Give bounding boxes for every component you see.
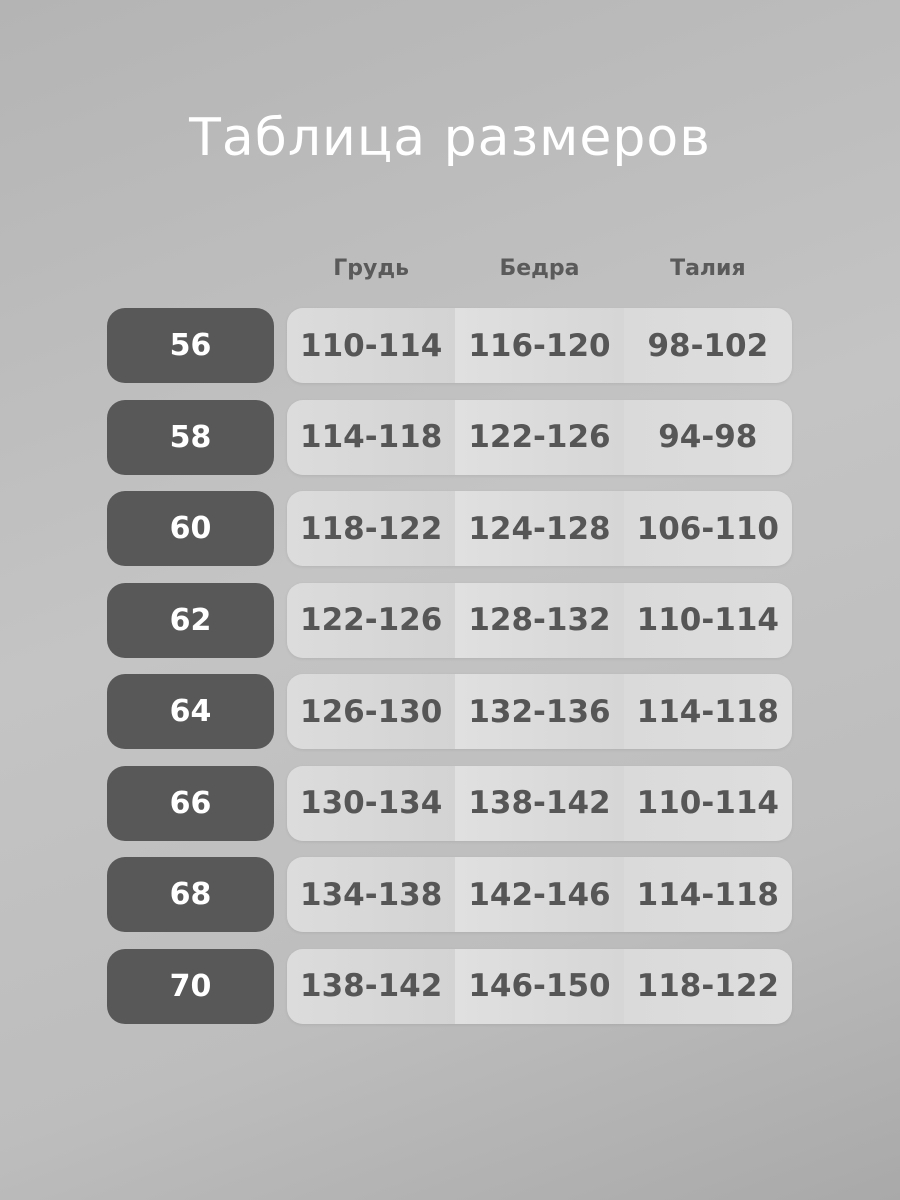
- hips-value: 132-136: [455, 674, 624, 749]
- header-waist: Талия: [670, 256, 746, 281]
- table-row: 68 134-138 142-146 114-118: [107, 857, 792, 932]
- hips-value: 146-150: [455, 948, 624, 1024]
- chest-value: 110-114: [287, 308, 456, 383]
- waist-value: 118-122: [623, 948, 792, 1024]
- table-row: 62 122-126 128-132 110-114: [107, 582, 792, 658]
- measurements: 118-122 124-128 106-110: [287, 491, 792, 566]
- table-row: 56 110-114 116-120 98-102: [107, 308, 792, 383]
- measurements: 126-130 132-136 114-118: [287, 674, 792, 749]
- size-label: 66: [107, 765, 274, 841]
- waist-value: 114-118: [623, 857, 792, 932]
- hips-value: 116-120: [455, 308, 624, 383]
- size-label: 62: [107, 582, 274, 658]
- waist-value: 110-114: [623, 582, 792, 658]
- hips-value: 138-142: [455, 765, 624, 841]
- chest-value: 114-118: [287, 399, 456, 475]
- size-label: 60: [107, 491, 274, 566]
- column-headers: Грудь Бедра Талия: [287, 256, 792, 281]
- hips-value: 142-146: [455, 857, 624, 932]
- measurements: 122-126 128-132 110-114: [287, 582, 792, 658]
- chest-value: 126-130: [287, 674, 456, 749]
- size-label: 56: [107, 308, 274, 383]
- table-row: 66 130-134 138-142 110-114: [107, 765, 792, 841]
- hips-value: 124-128: [455, 491, 624, 566]
- chest-value: 130-134: [287, 765, 456, 841]
- size-table: 56 110-114 116-120 98-102 58 114-118 122-126 94…: [107, 308, 792, 1040]
- waist-value: 114-118: [623, 674, 792, 749]
- hips-value: 122-126: [455, 399, 624, 475]
- chest-value: 122-126: [287, 582, 456, 658]
- size-label: 58: [107, 399, 274, 475]
- measurements: 138-142 146-150 118-122: [287, 948, 792, 1024]
- size-label: 64: [107, 674, 274, 749]
- header-chest: Грудь: [333, 256, 410, 281]
- waist-value: 98-102: [623, 308, 792, 383]
- size-label: 68: [107, 857, 274, 932]
- measurements: 130-134 138-142 110-114: [287, 765, 792, 841]
- waist-value: 94-98: [623, 399, 792, 475]
- hips-value: 128-132: [455, 582, 624, 658]
- waist-value: 106-110: [623, 491, 792, 566]
- table-row: 70 138-142 146-150 118-122: [107, 948, 792, 1024]
- table-row: 60 118-122 124-128 106-110: [107, 491, 792, 566]
- chest-value: 134-138: [287, 857, 456, 932]
- page-title: Таблица размеров: [189, 108, 711, 168]
- table-row: 64 126-130 132-136 114-118: [107, 674, 792, 749]
- waist-value: 110-114: [623, 765, 792, 841]
- header-hips: Бедра: [499, 256, 580, 281]
- measurements: 134-138 142-146 114-118: [287, 857, 792, 932]
- chest-value: 118-122: [287, 491, 456, 566]
- size-label: 70: [107, 948, 274, 1024]
- table-row: 58 114-118 122-126 94-98: [107, 399, 792, 475]
- measurements: 114-118 122-126 94-98: [287, 399, 792, 475]
- chest-value: 138-142: [287, 948, 456, 1024]
- measurements: 110-114 116-120 98-102: [287, 308, 792, 383]
